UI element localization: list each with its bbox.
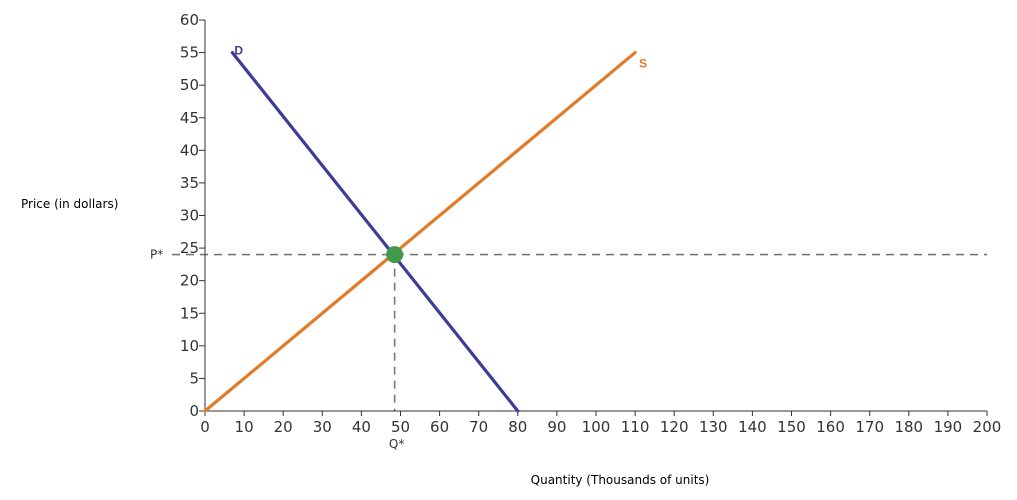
axes: 0 5 10 15 20 25 30 35 40 45 50 55 60 0 10 20 30 40 50 60 70 8… bbox=[180, 11, 1001, 436]
series-label-s: S bbox=[639, 57, 647, 71]
x-tick-label: 130 bbox=[699, 418, 728, 436]
y-tick-label: 30 bbox=[180, 207, 199, 225]
x-tick-label: 0 bbox=[200, 418, 210, 436]
x-tick-label: 90 bbox=[547, 418, 566, 436]
series-line-s bbox=[203, 50, 637, 413]
equilibrium-quantity-label: Q* bbox=[389, 437, 404, 451]
x-tick-label: 40 bbox=[352, 418, 371, 436]
x-tick-label: 120 bbox=[660, 418, 689, 436]
x-tick-label: 110 bbox=[621, 418, 650, 436]
x-tick-label: 160 bbox=[816, 418, 845, 436]
equilibrium-reference-lines bbox=[172, 253, 987, 411]
equilibrium-point bbox=[386, 246, 404, 264]
x-tick-label: 150 bbox=[777, 418, 806, 436]
x-tick-label: 20 bbox=[274, 418, 293, 436]
y-tick-label: 0 bbox=[189, 402, 199, 420]
x-tick-label: 140 bbox=[738, 418, 767, 436]
y-tick-label: 40 bbox=[180, 141, 199, 159]
series-line-d bbox=[230, 50, 520, 413]
x-tick-label: 80 bbox=[508, 418, 527, 436]
x-tick-label: 60 bbox=[430, 418, 449, 436]
y-tick-label: 5 bbox=[189, 369, 199, 387]
x-tick-label: 30 bbox=[313, 418, 332, 436]
x-tick-label: 100 bbox=[582, 418, 611, 436]
series-label-d: D bbox=[234, 44, 243, 58]
y-tick-label: 25 bbox=[180, 239, 199, 257]
y-tick-label: 35 bbox=[180, 174, 199, 192]
y-tick-label: 10 bbox=[180, 337, 199, 355]
x-tick-label: 10 bbox=[235, 418, 254, 436]
x-tick-label: 190 bbox=[934, 418, 963, 436]
labels-group: Price (in dollars) Quantity (Thousands of… bbox=[21, 44, 709, 487]
y-tick-label: 15 bbox=[180, 304, 199, 322]
y-axis-title: Price (in dollars) bbox=[21, 197, 118, 211]
y-tick-label: 50 bbox=[180, 76, 199, 94]
y-tick-label: 60 bbox=[180, 11, 199, 29]
x-tick-label: 200 bbox=[973, 418, 1002, 436]
y-tick-label: 45 bbox=[180, 109, 199, 127]
equilibrium-price-label: P* bbox=[150, 248, 163, 262]
x-axis-title: Quantity (Thousands of units) bbox=[531, 473, 710, 487]
x-tick-label: 180 bbox=[894, 418, 923, 436]
x-tick-label: 70 bbox=[469, 418, 488, 436]
y-tick-label: 20 bbox=[180, 272, 199, 290]
series-group bbox=[203, 50, 637, 413]
x-tick-label: 170 bbox=[855, 418, 884, 436]
y-tick-label: 55 bbox=[180, 44, 199, 62]
x-tick-label: 50 bbox=[391, 418, 410, 436]
